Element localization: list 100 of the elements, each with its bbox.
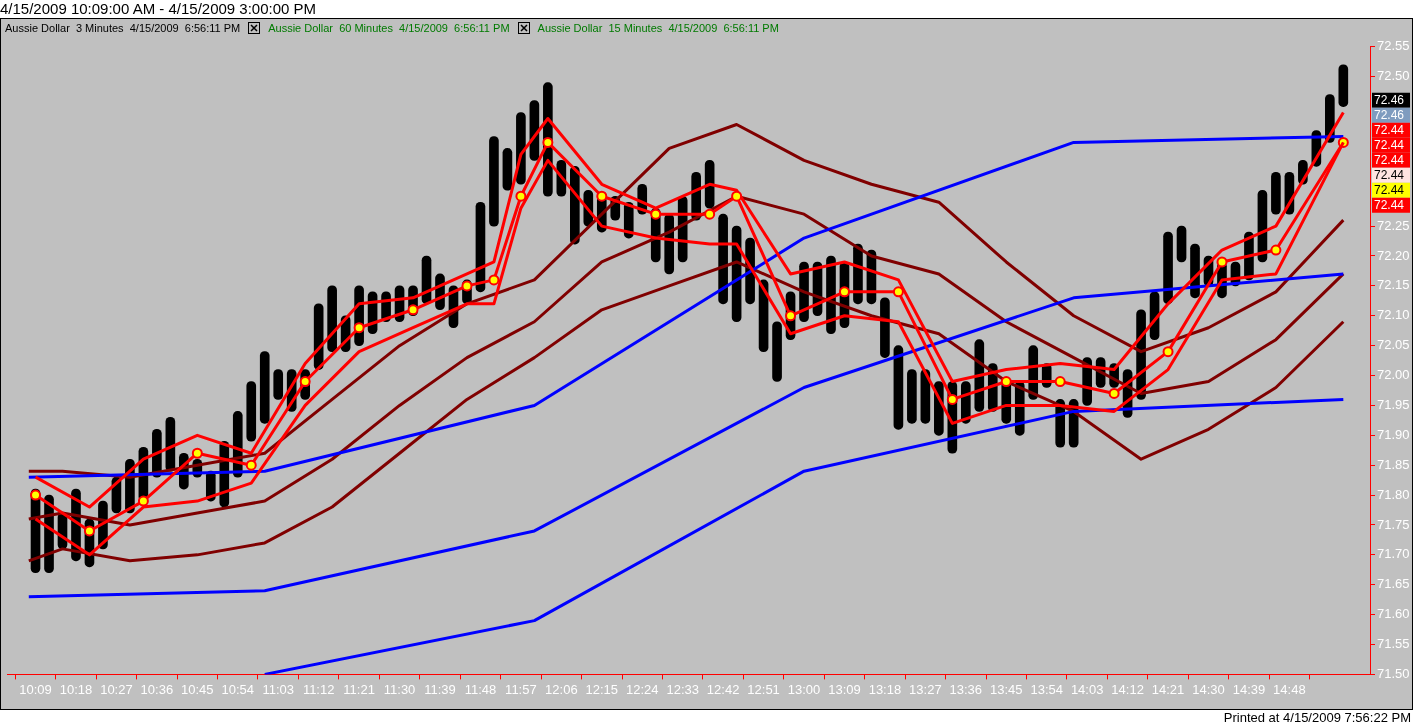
bar bbox=[1271, 171, 1281, 215]
text: 72.44 bbox=[1374, 152, 1405, 167]
point bbox=[946, 393, 958, 405]
bar bbox=[327, 285, 337, 352]
point bbox=[191, 447, 203, 459]
point bbox=[1162, 346, 1174, 358]
point bbox=[83, 525, 95, 537]
point bbox=[1270, 244, 1282, 256]
y-tick-label: 71.70 bbox=[1377, 546, 1410, 562]
chart-title: 4/15/2009 10:09:00 AM - 4/15/2009 3:00:00 PM bbox=[0, 0, 317, 17]
point bbox=[892, 286, 904, 298]
y-tick-label: 72.55 bbox=[1377, 38, 1410, 54]
bar bbox=[489, 136, 499, 227]
y-tick-label: 72.10 bbox=[1377, 307, 1410, 323]
bar bbox=[246, 381, 257, 442]
point bbox=[299, 376, 311, 388]
y-tick-label: 71.90 bbox=[1377, 426, 1410, 442]
point bbox=[461, 280, 473, 292]
x-tick-label: 14:39 bbox=[1232, 681, 1266, 697]
point bbox=[353, 322, 365, 334]
point bbox=[1108, 387, 1120, 399]
x-tick-label: 13:18 bbox=[868, 681, 902, 697]
y-tick-label: 71.75 bbox=[1377, 516, 1410, 532]
x-tick-label: 11:48 bbox=[464, 681, 497, 697]
x-tick-label: 13:09 bbox=[828, 681, 861, 697]
x-tick-label: 11:30 bbox=[383, 681, 416, 697]
x-tick-label: 10:18 bbox=[59, 681, 93, 697]
text: Aussie Dollar 15 Minutes 4/15/2009 6:56:11 PM bbox=[537, 22, 779, 34]
bar bbox=[893, 345, 904, 430]
point bbox=[1054, 376, 1066, 388]
x-tick-label: 10:27 bbox=[100, 681, 133, 697]
text: 72.44 bbox=[1374, 137, 1405, 152]
x-tick-label: 10:36 bbox=[140, 681, 174, 697]
text: Printed at 4/15/2009 7:56:22 PM bbox=[1223, 710, 1411, 725]
y-tick-label: 72.15 bbox=[1377, 277, 1410, 293]
text: 72.44 bbox=[1374, 122, 1405, 137]
point bbox=[1000, 376, 1012, 388]
x-tick-label: 10:54 bbox=[221, 681, 255, 697]
x-tick-label: 12:06 bbox=[545, 681, 578, 697]
text: 72.46 bbox=[1374, 107, 1405, 122]
bar bbox=[1163, 231, 1173, 305]
y-tick-label: 72.25 bbox=[1377, 217, 1410, 233]
y-tick-label: 71.65 bbox=[1377, 576, 1410, 592]
point bbox=[488, 274, 500, 286]
bar bbox=[907, 369, 917, 424]
point bbox=[542, 136, 554, 148]
y-tick-label: 71.60 bbox=[1377, 606, 1410, 622]
y-tick-label: 72.00 bbox=[1377, 367, 1410, 383]
x-tick-label: 12:24 bbox=[625, 681, 659, 697]
point bbox=[407, 304, 419, 316]
point bbox=[1216, 256, 1228, 268]
bar bbox=[259, 351, 270, 424]
bar bbox=[772, 321, 782, 382]
x-tick-label: 13:54 bbox=[1030, 681, 1063, 697]
x-tick-label: 14:03 bbox=[1070, 681, 1104, 697]
x-tick-label: 11:21 bbox=[343, 681, 375, 697]
point bbox=[785, 310, 797, 322]
x-tick-label: 10:09 bbox=[19, 681, 52, 697]
x-tick-label: 13:45 bbox=[989, 681, 1023, 697]
text: 72.44 bbox=[1374, 182, 1405, 197]
y-tick-label: 71.50 bbox=[1377, 665, 1410, 681]
x-tick-label: 10:45 bbox=[181, 681, 214, 697]
point bbox=[137, 495, 149, 507]
point bbox=[245, 459, 257, 471]
text: 72.44 bbox=[1374, 197, 1405, 212]
point bbox=[650, 208, 662, 220]
point bbox=[596, 190, 608, 202]
bar bbox=[502, 148, 513, 191]
x-tick-label: 13:00 bbox=[787, 681, 821, 697]
x-tick-label: 14:30 bbox=[1192, 681, 1225, 697]
text: Aussie Dollar 60 Minutes 4/15/2009 6:56:11 PM bbox=[268, 22, 510, 34]
point bbox=[731, 190, 743, 202]
bar bbox=[1338, 64, 1349, 107]
x-tick-label: 14:48 bbox=[1273, 681, 1306, 697]
x-tick-label: 13:36 bbox=[949, 681, 983, 697]
x-tick-label: 14:12 bbox=[1111, 681, 1144, 697]
y-tick-label: 72.05 bbox=[1377, 337, 1410, 353]
x-tick-label: 11:57 bbox=[505, 681, 537, 697]
x-tick-label: 12:51 bbox=[747, 681, 780, 697]
point bbox=[30, 489, 42, 501]
point bbox=[704, 208, 716, 220]
bar bbox=[1176, 225, 1187, 263]
x-tick-label: 14:21 bbox=[1151, 681, 1185, 697]
bar bbox=[880, 297, 890, 358]
x-tick-label: 12:42 bbox=[706, 681, 740, 697]
y-tick-label: 71.85 bbox=[1377, 456, 1410, 472]
point bbox=[838, 286, 850, 298]
text: 72.46 bbox=[1374, 92, 1405, 107]
text: 72.44 bbox=[1374, 167, 1405, 182]
chart-subtitle: Aussie Dollar 3 Minutes 4/15/2009 6:56:11 PM bbox=[5, 22, 241, 34]
y-tick-label: 71.95 bbox=[1377, 397, 1410, 413]
x-tick-label: 13:27 bbox=[909, 681, 942, 697]
x-tick-label: 12:15 bbox=[585, 681, 619, 697]
y-tick-label: 71.55 bbox=[1377, 636, 1410, 652]
x-tick-label: 11:03 bbox=[262, 681, 294, 697]
x-tick-label: 11:39 bbox=[424, 681, 456, 697]
y-tick-label: 72.20 bbox=[1377, 247, 1410, 263]
x-tick-label: 11:12 bbox=[302, 681, 335, 697]
y-tick-label: 72.50 bbox=[1377, 68, 1410, 84]
point bbox=[515, 190, 527, 202]
